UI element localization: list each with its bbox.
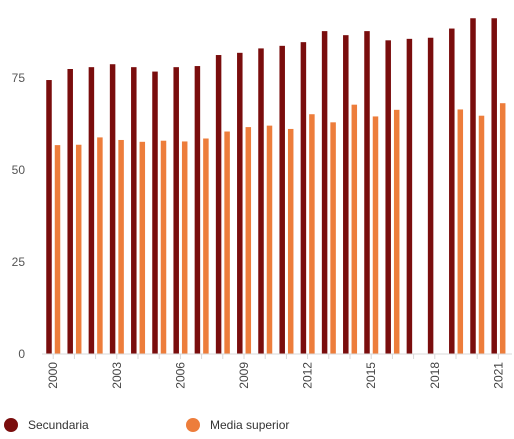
x-tick-label-2009: 2009 (237, 362, 251, 389)
bar-secundaria-2013[interactable] (321, 31, 328, 355)
bar-secundaria-2019[interactable] (449, 28, 455, 355)
bar-secundaria-2014[interactable] (343, 35, 349, 355)
bar-media-superior-2006[interactable] (181, 141, 188, 354)
legend-label-media-superior: Media superior (210, 418, 290, 432)
x-tick-label-2006: 2006 (173, 362, 187, 389)
y-axis-tick-labels: 0 25 50 75 (12, 71, 26, 361)
bar-media-superior-2013[interactable] (330, 122, 336, 354)
bar-secundaria-2006[interactable] (173, 67, 179, 354)
bar-secundaria-2003[interactable] (109, 64, 116, 354)
bar-secundaria-2008[interactable] (215, 55, 222, 354)
x-tick-label-2018: 2018 (428, 362, 442, 389)
bar-media-superior-2020[interactable] (478, 115, 485, 354)
bar-secundaria-2005[interactable] (152, 71, 158, 354)
bar-media-superior-2014[interactable] (351, 104, 358, 354)
y-tick-label-75: 75 (12, 71, 26, 85)
bar-secundaria-2000[interactable] (46, 80, 52, 354)
bars-group (46, 18, 506, 355)
y-tick-label-50: 50 (12, 163, 26, 177)
bar-media-superior-2015[interactable] (372, 116, 379, 354)
x-tick-label-2000: 2000 (46, 362, 60, 389)
bar-media-superior-2010[interactable] (266, 125, 273, 354)
bar-media-superior-2003[interactable] (118, 139, 124, 354)
bar-secundaria-2012[interactable] (300, 42, 307, 355)
bar-media-superior-2005[interactable] (160, 140, 167, 354)
legend-item-media-superior[interactable]: Media superior (186, 418, 289, 432)
bar-secundaria-2009[interactable] (237, 52, 243, 354)
x-tick-label-2003: 2003 (110, 362, 124, 389)
legend: Secundaria Media superior (0, 418, 514, 438)
bar-secundaria-2007[interactable] (194, 66, 201, 354)
bar-media-superior-2019[interactable] (457, 109, 464, 354)
bar-secundaria-2011[interactable] (279, 45, 285, 354)
y-tick-label-0: 0 (18, 347, 25, 361)
bar-media-superior-2001[interactable] (75, 144, 82, 354)
y-tick-label-25: 25 (12, 255, 26, 269)
bar-secundaria-2002[interactable] (88, 67, 95, 354)
bar-media-superior-2011[interactable] (287, 128, 294, 354)
x-axis-tick-labels: 2000 2003 2006 2009 2012 2015 2018 2021 (46, 354, 505, 389)
legend-marker-secundaria (4, 418, 18, 432)
bar-secundaria-2004[interactable] (131, 67, 137, 354)
bar-media-superior-2000[interactable] (54, 145, 61, 354)
x-tick-label-2015: 2015 (364, 362, 378, 389)
bar-media-superior-2007[interactable] (203, 138, 209, 355)
bar-media-superior-2008[interactable] (224, 131, 230, 354)
bar-secundaria-2021[interactable] (491, 18, 497, 354)
bar-media-superior-2021[interactable] (499, 103, 506, 354)
bar-media-superior-2009[interactable] (245, 127, 252, 354)
bar-media-superior-2004[interactable] (139, 141, 146, 354)
bar-media-superior-2002[interactable] (97, 137, 103, 354)
bar-secundaria-2015[interactable] (364, 31, 370, 355)
bar-media-superior-2016[interactable] (393, 109, 400, 354)
bar-secundaria-2001[interactable] (67, 69, 73, 354)
bar-media-superior-2012[interactable] (309, 114, 315, 354)
bar-secundaria-2016[interactable] (385, 40, 391, 354)
bar-secundaria-2017[interactable] (406, 38, 413, 354)
x-tick-label-2012: 2012 (301, 362, 315, 389)
bar-secundaria-2020[interactable] (470, 18, 476, 354)
bar-secundaria-2018[interactable] (427, 37, 434, 355)
bar-secundaria-2010[interactable] (258, 48, 264, 354)
x-tick-label-2021: 2021 (491, 362, 505, 389)
legend-item-secundaria[interactable]: Secundaria (4, 418, 89, 432)
legend-marker-media-superior (186, 418, 200, 432)
bar-chart: 0 25 50 75 2000 2003 2006 2009 2012 2015 2018 2021 (12, 18, 512, 389)
legend-label-secundaria: Secundaria (28, 418, 89, 432)
